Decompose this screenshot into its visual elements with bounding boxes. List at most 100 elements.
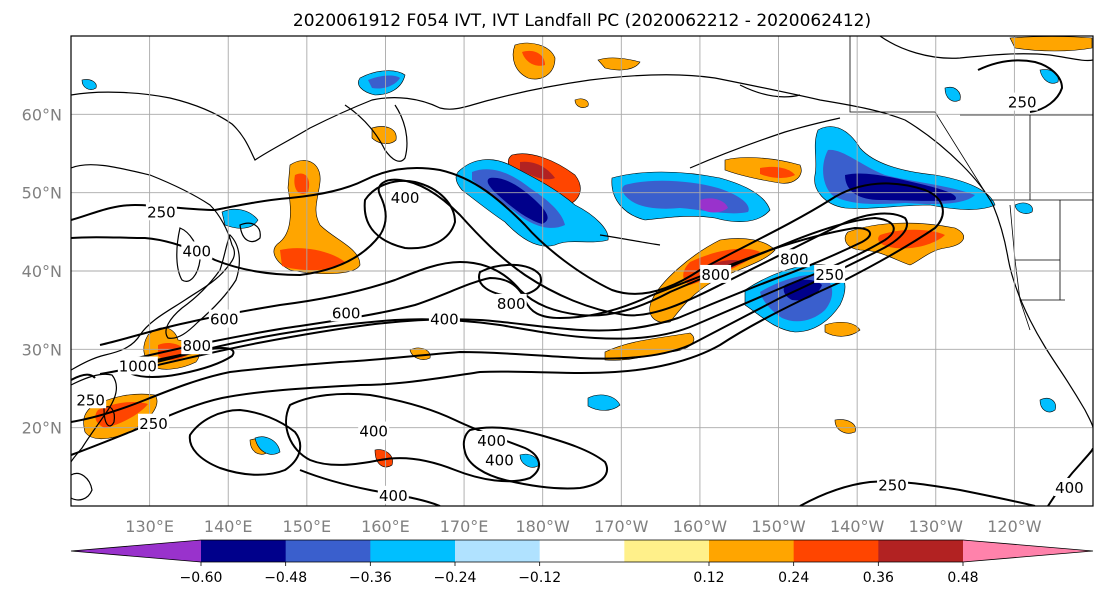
ivt-contour-400-inner-loop	[363, 180, 457, 250]
political-borders	[849, 36, 1093, 331]
negative-anomaly-shading	[81, 69, 1059, 468]
colorbar-segment	[455, 540, 541, 562]
contour-label: 400	[1055, 479, 1084, 497]
coastline-hokkaido	[239, 222, 261, 243]
contour-label-backdrop	[495, 293, 527, 312]
anomaly-patch	[574, 98, 589, 108]
ivt-contour-800-inner	[478, 263, 542, 298]
contour-label: 600	[332, 304, 361, 322]
coastline-korea	[176, 227, 201, 282]
anomaly-patch	[944, 87, 961, 102]
contour-label-backdrop	[117, 356, 158, 375]
anomaly-patch	[273, 160, 361, 274]
colorbar-segment	[624, 540, 710, 562]
contour-label: 800	[780, 250, 809, 268]
colorbar-tick-labels: −0.60 −0.48 −0.36 −0.24 −0.12 0.12 0.24 0.36 0.4…	[180, 562, 979, 586]
coastline-bristol	[739, 84, 801, 98]
ivt-contour-600	[99, 216, 895, 375]
longitude-tick-label: 180°W	[516, 517, 571, 536]
colorbar-tick-label: 0.48	[947, 570, 978, 586]
contour-label-backdrop	[814, 264, 846, 283]
colorbar-extend-high	[963, 540, 1093, 562]
colorbar-segment	[709, 540, 795, 562]
colorbar-segment	[878, 540, 964, 562]
ivt-contour-400-south-c	[462, 426, 608, 490]
anomaly-patch	[587, 394, 621, 411]
longitude-tick-label: 130°E	[125, 517, 174, 536]
anomaly-patch	[81, 79, 97, 90]
anomaly-patch	[1039, 398, 1056, 413]
coastline-siberia	[71, 91, 491, 161]
anomaly-patch	[280, 248, 345, 271]
ivt-contour-250-southwest	[71, 373, 96, 381]
latitude-tick-label: 30°N	[22, 340, 62, 359]
coastline-islands	[599, 234, 661, 246]
longitude-tick-label: 150°W	[751, 517, 806, 536]
anomaly-patch	[522, 50, 545, 66]
colorbar-tick-label: −0.24	[434, 570, 477, 586]
colorbar-tick-label: −0.36	[349, 570, 392, 586]
longitude-tick-label: 170°W	[594, 517, 649, 536]
border-alaska-canada	[849, 36, 991, 201]
contour-label: 250	[878, 477, 907, 495]
longitude-tick-label: 140°W	[830, 517, 885, 536]
contour-label-backdrop	[476, 430, 508, 449]
anomaly-patch	[878, 229, 945, 249]
latitude-tick-label: 40°N	[22, 262, 62, 281]
latitude-tick-label: 50°N	[22, 184, 62, 203]
coastline-kamchatka	[344, 104, 408, 162]
contour-label: 400	[379, 487, 408, 505]
contour-label: 800	[701, 266, 730, 284]
anomaly-patch	[371, 126, 397, 144]
longitude-tick-label: 120°W	[987, 517, 1042, 536]
latitude-tick-label: 20°N	[22, 419, 62, 438]
contour-label: 250	[76, 391, 105, 409]
ivt-contour-250-south	[799, 480, 1036, 506]
anomaly-patch	[487, 177, 548, 224]
latitude-tick-label: 60°N	[22, 105, 62, 124]
ivt-contour-1000	[128, 347, 235, 378]
longitude-tick-label: 130°W	[909, 517, 964, 536]
colorbar-segment	[201, 540, 287, 562]
anomaly-patch	[1039, 69, 1059, 84]
contour-label-backdrop	[358, 421, 390, 440]
map-title: 2020061912 F054 IVT, IVT Landfall PC (20…	[293, 11, 871, 31]
contour-label: 400	[182, 242, 211, 260]
contour-label: 400	[359, 423, 388, 441]
contour-label-backdrop	[181, 241, 213, 260]
contour-label-backdrop	[1053, 477, 1085, 496]
contour-label-backdrop	[1006, 92, 1038, 111]
longitude-tick-label: 160°E	[361, 517, 410, 536]
anomaly-patch	[294, 173, 310, 195]
border-us-states	[1009, 200, 1065, 331]
contour-label-backdrop	[181, 336, 213, 355]
longitude-tick-label: 150°E	[283, 517, 332, 536]
longitude-tick-label: 160°W	[673, 517, 728, 536]
contour-label-backdrop	[208, 309, 240, 328]
contour-label: 400	[477, 432, 506, 450]
anomaly-patch	[254, 436, 281, 455]
colorbar-tick-label: −0.12	[518, 570, 561, 586]
latitude-tick-labels: 20°N 30°N 40°N 50°N 60°N	[22, 105, 62, 437]
ivt-contour-400-south-a	[188, 408, 302, 476]
anomaly-patch	[845, 173, 956, 201]
gridlines	[71, 36, 1093, 506]
coastline-north-america	[992, 204, 1093, 429]
contour-label-layer: 250 400 400 600 600 800 400 800 1000 800 800 250 250…	[75, 92, 1085, 505]
contour-label-backdrop	[75, 390, 107, 409]
coastline-philippines	[71, 472, 93, 501]
contour-label: 250	[1008, 94, 1037, 112]
coastline-alaska-peninsula	[689, 117, 841, 169]
coastline-asia	[71, 164, 236, 371]
contour-label-backdrop	[330, 303, 362, 322]
border-provinces	[960, 114, 1093, 200]
colorbar-segment	[539, 540, 625, 562]
contour-label-backdrop	[389, 188, 421, 207]
colorbar-tick-label: 0.24	[778, 570, 809, 586]
colorbar-extend-low	[71, 540, 201, 562]
anomaly-patch	[597, 57, 641, 71]
colorbar-tick-label: −0.48	[264, 570, 307, 586]
ivt-contours	[71, 59, 1093, 506]
contour-label: 400	[485, 452, 514, 470]
